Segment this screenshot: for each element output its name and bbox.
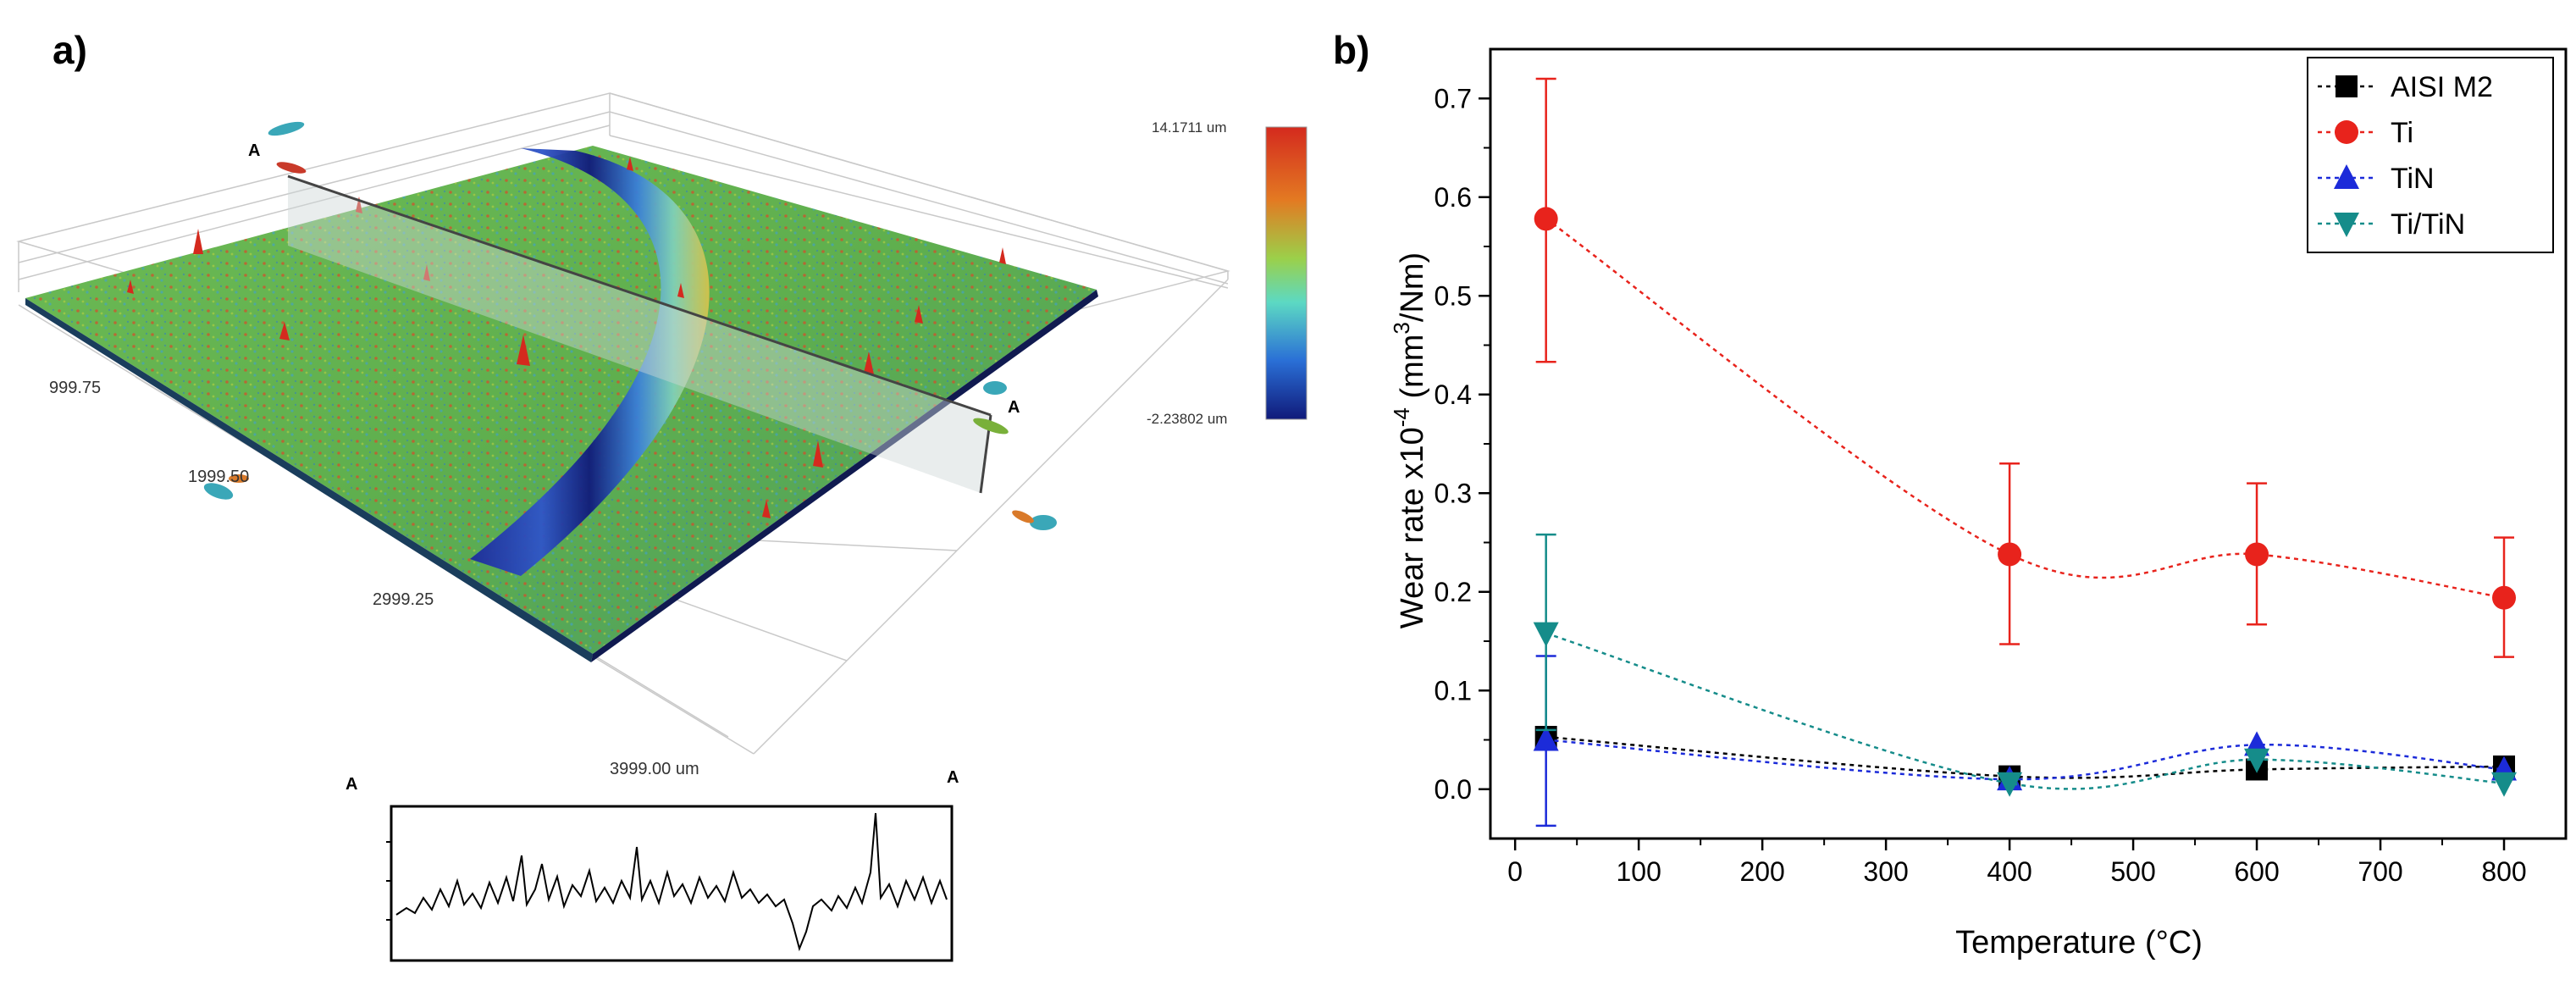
axis-tick-1: 999.75 bbox=[49, 379, 101, 397]
wear-rate-chart: 0 100 200 300 400 500 600 700 800 0.0 0.1 0.2 0.3 0.4… bbox=[1389, 47, 2568, 961]
x-tick-label: 300 bbox=[1863, 856, 1908, 887]
series-layer bbox=[1533, 77, 2518, 828]
data-point bbox=[2491, 772, 2518, 797]
series-aisi-m2 bbox=[1534, 726, 2516, 788]
grid-box bbox=[16, 92, 1230, 755]
legend-label: AISI M2 bbox=[2391, 71, 2493, 103]
data-point bbox=[1533, 726, 1559, 751]
x-tick-label: 700 bbox=[2358, 856, 2402, 887]
axis-tick-2: 1999.50 bbox=[188, 468, 249, 486]
x-tick-label: 200 bbox=[1739, 856, 1784, 887]
y-tick-label: 0.3 bbox=[1434, 478, 1472, 508]
y-axis-label: Wear rate x10-4 (mm3/Nm) bbox=[1389, 252, 1430, 628]
y-tick-label: 0.4 bbox=[1434, 379, 1472, 410]
series-line bbox=[1545, 735, 2505, 779]
x-axis-label: Temperature (°C) bbox=[1955, 925, 2203, 961]
profile-trace bbox=[395, 812, 948, 952]
data-point bbox=[1534, 207, 1558, 231]
y-tick-label: 0.1 bbox=[1434, 675, 1472, 706]
data-point bbox=[1533, 622, 1559, 647]
legend-marker bbox=[2334, 213, 2359, 237]
profile-label-right: A bbox=[947, 768, 959, 787]
series-ti-tin bbox=[1533, 533, 2518, 797]
colorbar bbox=[1265, 126, 1307, 420]
surface-peaks bbox=[127, 157, 1006, 518]
legend-label: Ti bbox=[2391, 117, 2413, 149]
colorbar-max-label: 14.1711 um bbox=[1152, 119, 1227, 136]
series-tin bbox=[1533, 655, 2518, 828]
x-tick-label: 400 bbox=[1987, 856, 2032, 887]
profile-inset bbox=[386, 805, 954, 962]
legend-item: Ti/TiN bbox=[2318, 208, 2465, 241]
axis-tick-4: 3999.00 um bbox=[610, 760, 699, 778]
y-tick-label: 0.6 bbox=[1434, 182, 1472, 213]
rotation-handles[interactable] bbox=[202, 119, 1057, 530]
series-line bbox=[1545, 632, 2505, 790]
series-ti bbox=[1534, 77, 2517, 658]
series-line bbox=[1545, 739, 2505, 781]
axes: 0 100 200 300 400 500 600 700 800 0.0 0.1 0.2 0.3 0.4… bbox=[1434, 47, 2568, 887]
section-marker-right: A bbox=[1008, 398, 1020, 417]
x-tick-label: 100 bbox=[1616, 856, 1661, 887]
data-point bbox=[2492, 585, 2517, 610]
panel-b-label: b) bbox=[1333, 28, 1370, 72]
legend-marker bbox=[2336, 75, 2358, 97]
wear-track bbox=[470, 148, 710, 576]
legend-label: TiN bbox=[2391, 163, 2435, 195]
x-tick-label: 0 bbox=[1507, 856, 1523, 887]
data-point bbox=[1998, 542, 2022, 567]
legend-item: TiN bbox=[2318, 163, 2435, 195]
legend: AISI M2 Ti TiN Ti/TiN bbox=[2307, 57, 2554, 253]
data-point bbox=[2245, 542, 2269, 567]
profile-label-left: A bbox=[345, 775, 357, 794]
legend-marker bbox=[2335, 120, 2358, 144]
legend-item: AISI M2 bbox=[2318, 71, 2493, 103]
surface-plane bbox=[25, 146, 1098, 662]
legend-label: Ti/TiN bbox=[2391, 208, 2465, 241]
legend-item: Ti bbox=[2318, 117, 2413, 149]
section-marker-top: A bbox=[248, 141, 260, 160]
y-tick-label: 0.2 bbox=[1434, 577, 1472, 607]
x-tick-label: 500 bbox=[2110, 856, 2155, 887]
colorbar-min-label: -2.23802 um bbox=[1147, 411, 1227, 427]
x-tick-label: 600 bbox=[2234, 856, 2279, 887]
data-point bbox=[2244, 748, 2270, 773]
series-line bbox=[1545, 218, 2505, 599]
y-tick-label: 0.0 bbox=[1434, 774, 1472, 805]
x-tick-label: 800 bbox=[2481, 856, 2526, 887]
data-point bbox=[1997, 772, 2023, 797]
surface-map-figure: A A 999.75 1999.50 2999.25 3999.00 um 14… bbox=[16, 92, 1307, 962]
y-tick-label: 0.5 bbox=[1434, 280, 1472, 311]
legend-marker bbox=[2334, 164, 2359, 189]
y-tick-label: 0.7 bbox=[1434, 83, 1472, 113]
axis-tick-3: 2999.25 bbox=[373, 590, 434, 609]
panel-a-label: a) bbox=[53, 28, 87, 72]
